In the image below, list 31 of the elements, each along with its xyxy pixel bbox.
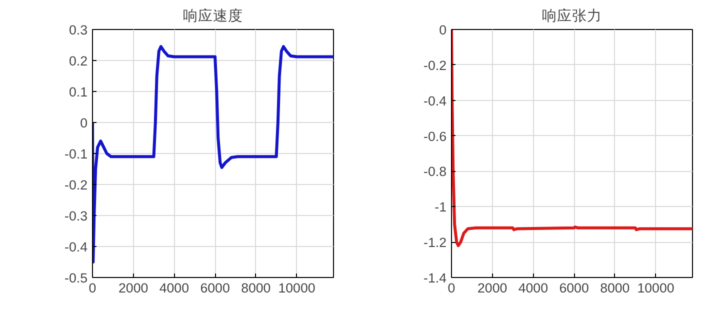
y-tick-label: -0.4 [424,93,448,108]
y-tick-label: -0.3 [64,208,88,224]
y-tick-label: 0 [439,22,447,38]
line-series [92,45,334,264]
y-tick-label: 0.3 [68,22,88,38]
y-tick-label: -0.5 [64,270,88,286]
x-tick-label: 10000 [278,280,316,296]
y-tick-label: 0 [80,116,88,130]
y-tick-label: -0.6 [424,128,446,144]
x-tick-label: 8000 [600,280,630,296]
x-tick-label: 4000 [518,280,548,296]
x-tick-label: 4000 [159,280,190,296]
y-tick-label: -0.2 [64,178,88,192]
x-tick-label: 2000 [478,280,508,296]
y-tick-label: 0.2 [68,54,88,68]
y-tick-label: -0.8 [424,164,446,180]
chart-title: 响应速度 [183,8,243,24]
y-tick-label: -0.1 [64,146,88,162]
y-tick-label: -0.4 [64,240,88,254]
x-tick-label: 2000 [118,280,148,296]
x-tick-label: 6000 [559,280,589,296]
x-tick-label: 6000 [200,280,230,296]
x-tick-label: 8000 [241,280,271,296]
y-tick-label: -0.2 [424,58,446,73]
y-tick-label: 0.1 [68,84,88,100]
line-series [452,30,692,248]
y-tick-label: -1.4 [424,270,448,286]
chart-title: 响应张力 [542,8,602,24]
x-tick-label: 10000 [637,280,674,296]
y-tick-label: -1.2 [424,235,446,250]
y-tick-label: -1 [434,200,447,215]
